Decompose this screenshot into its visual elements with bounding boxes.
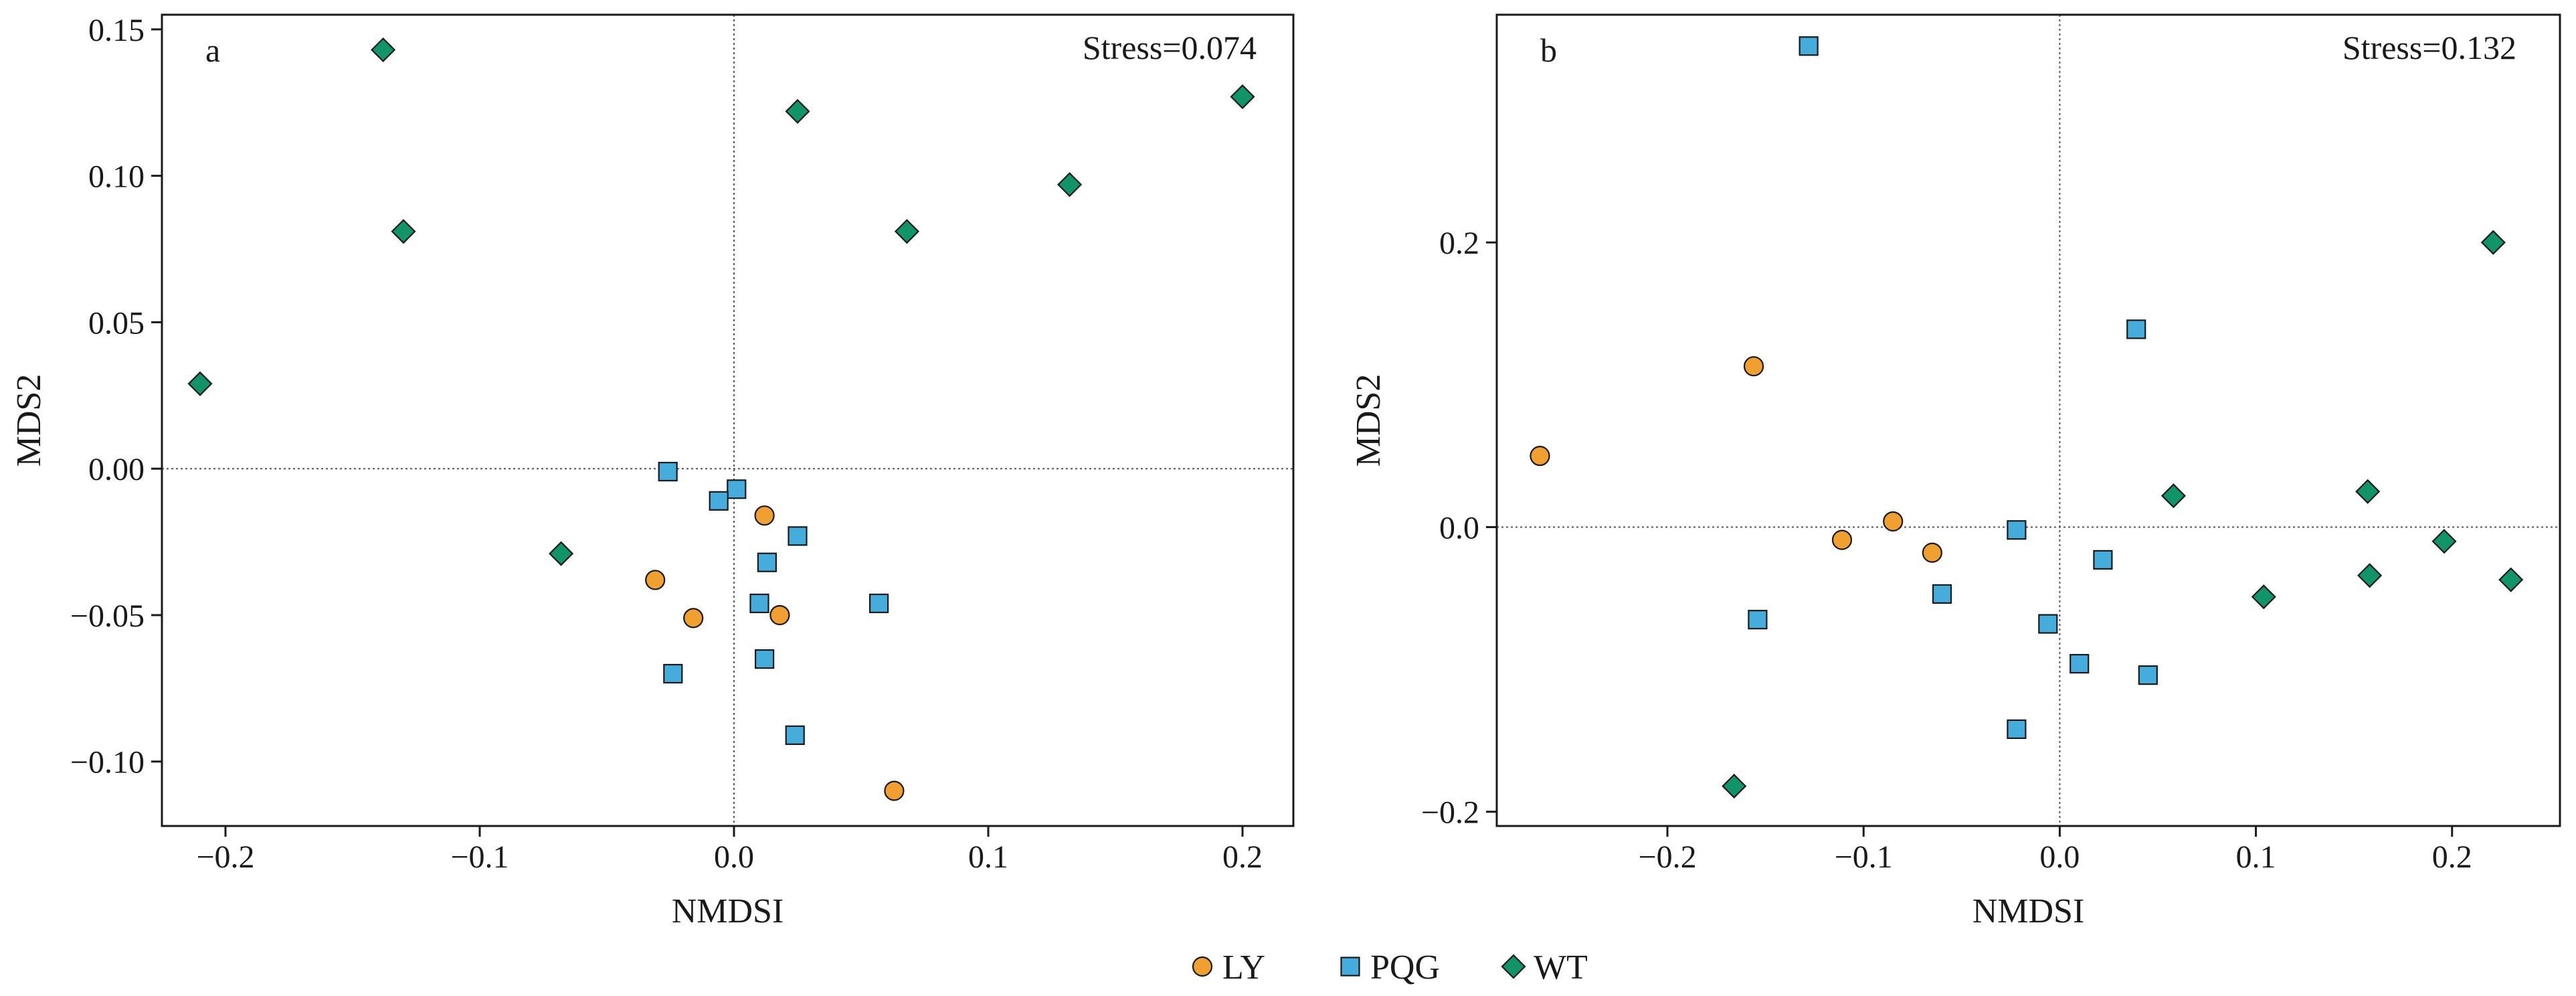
y-tick-label: −0.05 [70, 598, 145, 634]
data-point-pqg [1799, 36, 1819, 56]
panel-label: b [1540, 31, 1557, 69]
data-point-pqg [785, 725, 805, 745]
legend-item-ly: LY [1192, 948, 1265, 987]
x-tick-label: −0.1 [1835, 839, 1893, 875]
data-point-wt [1722, 773, 1747, 799]
y-tick-label: 0.15 [88, 13, 145, 48]
data-point-pqg [727, 479, 747, 499]
data-point-ly [754, 505, 775, 526]
data-point-wt [187, 371, 213, 396]
x-axis-label: NMDSI [1972, 892, 2085, 930]
stress-annotation: Stress=0.074 [1083, 29, 1257, 66]
data-point-wt [894, 219, 919, 244]
data-point-wt [371, 37, 396, 63]
data-point-pqg [754, 649, 775, 669]
data-point-wt [2160, 483, 2187, 509]
x-tick-label: 0.2 [2432, 839, 2472, 875]
data-point-ly [1530, 446, 1550, 467]
x-axis-label: NMDSI [672, 892, 784, 930]
data-point-pqg [868, 593, 889, 614]
plot-frame [1495, 13, 2561, 827]
data-point-wt [549, 541, 574, 566]
y-tick-label: −0.2 [1421, 795, 1479, 831]
data-point-pqg [2126, 319, 2146, 339]
data-point-wt [391, 219, 416, 244]
legend-marker-pqg [1340, 957, 1360, 977]
data-point-ly [1883, 511, 1904, 532]
data-point-pqg [658, 461, 678, 482]
panel-label: a [205, 31, 220, 69]
x-tick-label: 0.0 [714, 839, 754, 875]
data-point-wt [2357, 563, 2383, 588]
y-tick-label: 0.0 [1439, 510, 1479, 546]
data-point-wt [1230, 84, 1255, 110]
data-point-ly [645, 570, 666, 590]
data-point-pqg [2138, 665, 2158, 685]
data-point-ly [1831, 529, 1853, 550]
x-tick-label: −0.2 [196, 839, 254, 875]
data-point-pqg [2007, 520, 2027, 540]
stress-annotation: Stress=0.132 [2342, 29, 2516, 66]
data-point-pqg [663, 663, 683, 684]
legend-label: LY [1222, 948, 1265, 987]
legend-item-wt: WT [1501, 948, 1588, 987]
legend-label: WT [1534, 948, 1588, 987]
x-tick-label: 0.1 [968, 839, 1008, 875]
data-point-ly [884, 780, 905, 801]
x-tick-label: −0.1 [450, 839, 509, 875]
data-point-wt [2480, 230, 2506, 255]
data-point-ly [1922, 542, 1942, 563]
data-point-wt [2251, 584, 2276, 610]
x-tick-label: 0.2 [1222, 839, 1263, 875]
data-point-wt [2498, 567, 2524, 592]
legend-marker-ly [1192, 956, 1213, 977]
data-point-pqg [788, 526, 808, 546]
y-axis-label: MDS2 [1350, 374, 1388, 467]
data-point-pqg [709, 491, 729, 511]
chart-panel-a: −0.2 −0.1 0.0 0.1 0.2 −0.10 −0.05 0.00 0.05 0.10 0… [10, 13, 1295, 930]
y-tick-label: −0.10 [70, 745, 145, 780]
data-point-wt [2355, 479, 2381, 504]
y-tick-label: 0.05 [88, 305, 145, 341]
data-point-wt [1057, 172, 1083, 197]
legend: LY PQG WT [1192, 948, 1588, 987]
y-tick-label: 0.00 [88, 452, 145, 487]
data-point-pqg [2038, 614, 2058, 634]
y-tick-label: 0.2 [1439, 226, 1479, 261]
data-point-pqg [2069, 653, 2090, 674]
chart-panel-b: −0.2 −0.1 0.0 0.1 0.2 −0.2 0.0 0.2 NMDSI MDS2 b Str… [1350, 13, 2561, 930]
data-point-wt [785, 98, 810, 124]
x-tick-label: 0.0 [2039, 839, 2080, 875]
data-point-wt [2431, 529, 2457, 554]
data-point-pqg [1932, 584, 1952, 604]
data-point-ly [683, 608, 704, 629]
x-tick-label: 0.1 [2236, 839, 2276, 875]
data-point-ly [769, 604, 790, 626]
data-point-pqg [749, 593, 769, 614]
legend-label: PQG [1370, 948, 1440, 987]
y-axis-label: MDS2 [10, 374, 48, 467]
data-point-pqg [2007, 719, 2027, 740]
x-tick-label: −0.2 [1639, 839, 1697, 875]
data-point-ly [1743, 356, 1764, 377]
data-point-pqg [2093, 550, 2113, 570]
data-point-pqg [757, 552, 777, 572]
plot-frame [161, 13, 1295, 827]
data-point-pqg [1748, 610, 1768, 630]
legend-marker-wt [1501, 954, 1526, 979]
y-tick-label: 0.10 [88, 159, 145, 195]
legend-item-pqg: PQG [1340, 948, 1440, 987]
